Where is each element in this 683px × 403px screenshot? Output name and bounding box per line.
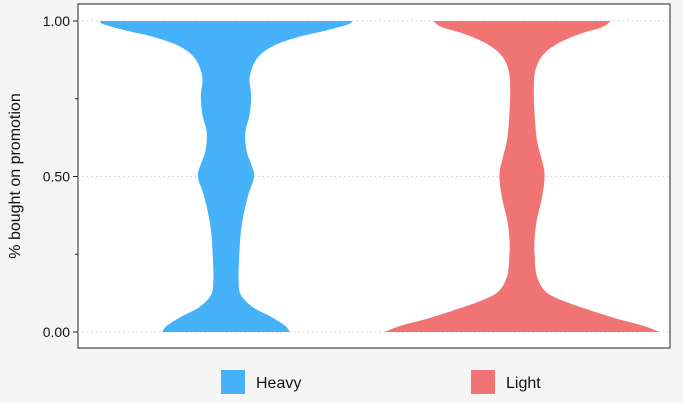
legend-label-light: Light (506, 375, 541, 392)
legend-swatch-light (471, 370, 495, 394)
violin-light (384, 21, 660, 332)
y-tick-label: 0.50 (43, 169, 70, 185)
violins (100, 21, 660, 332)
legend-swatch-heavy (221, 370, 245, 394)
y-tick-label: 1.00 (43, 13, 70, 29)
plot-panel (77, 3, 671, 349)
violin-heavy (100, 21, 352, 332)
y-axis-title: % bought on promotion (7, 93, 24, 258)
legend: Heavy Light (221, 370, 541, 394)
y-tick-label: 0.00 (43, 324, 70, 340)
legend-label-heavy: Heavy (256, 375, 301, 392)
y-axis: 0.00 0.50 1.00 (43, 13, 78, 340)
